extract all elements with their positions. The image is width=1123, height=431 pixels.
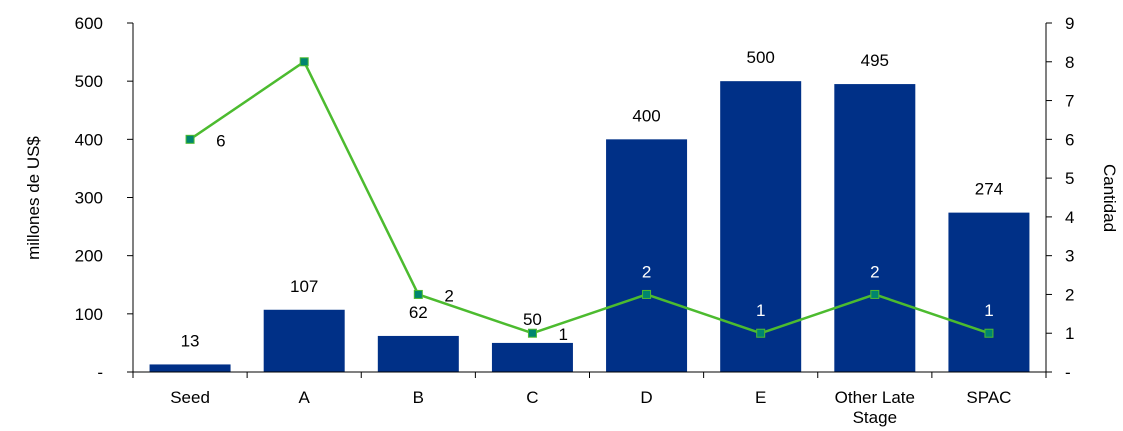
line-value-label: 8 [299,30,308,49]
y2-tick-label: - [1065,363,1071,382]
x-tick-label: Stage [853,408,897,427]
x-tick-label: E [755,388,766,407]
y2-tick-label: 6 [1065,130,1074,149]
plot-area: - 100 200 300 400 500 600 - 1 2 3 4 5 6 7 8 9 Seed A B C D E Ot… [75,14,1075,427]
bar [834,84,916,372]
bar-value-label: 107 [290,277,318,296]
y2-tick-label: 4 [1065,208,1074,227]
y2-tick-label: 7 [1065,92,1074,111]
y2-axis-title: Cantidad [1100,164,1119,232]
y-tick-label: 300 [75,189,103,208]
bar-value-label: 495 [861,51,889,70]
line-marker [984,328,994,338]
y-tick-label: 100 [75,305,103,324]
x-tick-label: Seed [170,388,210,407]
line-value-label: 2 [642,262,651,281]
bar-value-label: 13 [181,331,200,350]
line-marker [756,328,766,338]
line-series [189,59,990,335]
bar-value-label: 400 [632,106,660,125]
line-marker [527,328,537,338]
line-value-label: 1 [558,325,567,344]
x-tick-label: B [413,388,424,407]
line-marker [185,134,195,144]
bar [606,139,688,372]
bar-value-label: 50 [523,310,542,329]
y2-tick-label: 3 [1065,247,1074,266]
x-tick-label: Other Late [835,388,915,407]
bar-value-label: 274 [975,180,1003,199]
line-value-label: 6 [216,131,225,150]
x-tick-label: D [640,388,652,407]
bar [948,212,1030,372]
y-tick-label: 500 [75,72,103,91]
y2-tick-label: 9 [1065,14,1074,33]
bar [263,309,345,372]
y-tick-label: 200 [75,247,103,266]
x-tick-label: SPAC [966,388,1011,407]
bar [491,342,573,372]
bar-value-label: 62 [409,303,428,322]
line-marker [299,57,309,67]
y-axis-title: millones de US$ [24,136,43,260]
y-tick-label: 600 [75,14,103,33]
x-tick-label: C [526,388,538,407]
line-marker [413,289,423,299]
x-tick-label: A [299,388,311,407]
line-value-label: 1 [984,301,993,320]
bar-value-label: 500 [747,48,775,67]
bar [720,81,802,373]
line-value-label: 2 [444,286,453,305]
y2-tick-label: 8 [1065,53,1074,72]
y2-tick-label: 1 [1065,324,1074,343]
y-tick-label: 400 [75,130,103,149]
bar [149,364,231,372]
line-value-label: 2 [870,262,879,281]
y-tick-label: - [97,363,103,382]
y2-tick-label: 2 [1065,285,1074,304]
line-marker [642,289,652,299]
y2-tick-label: 5 [1065,169,1074,188]
line-marker [870,289,880,299]
bar [377,335,459,372]
line-value-label: 1 [756,301,765,320]
